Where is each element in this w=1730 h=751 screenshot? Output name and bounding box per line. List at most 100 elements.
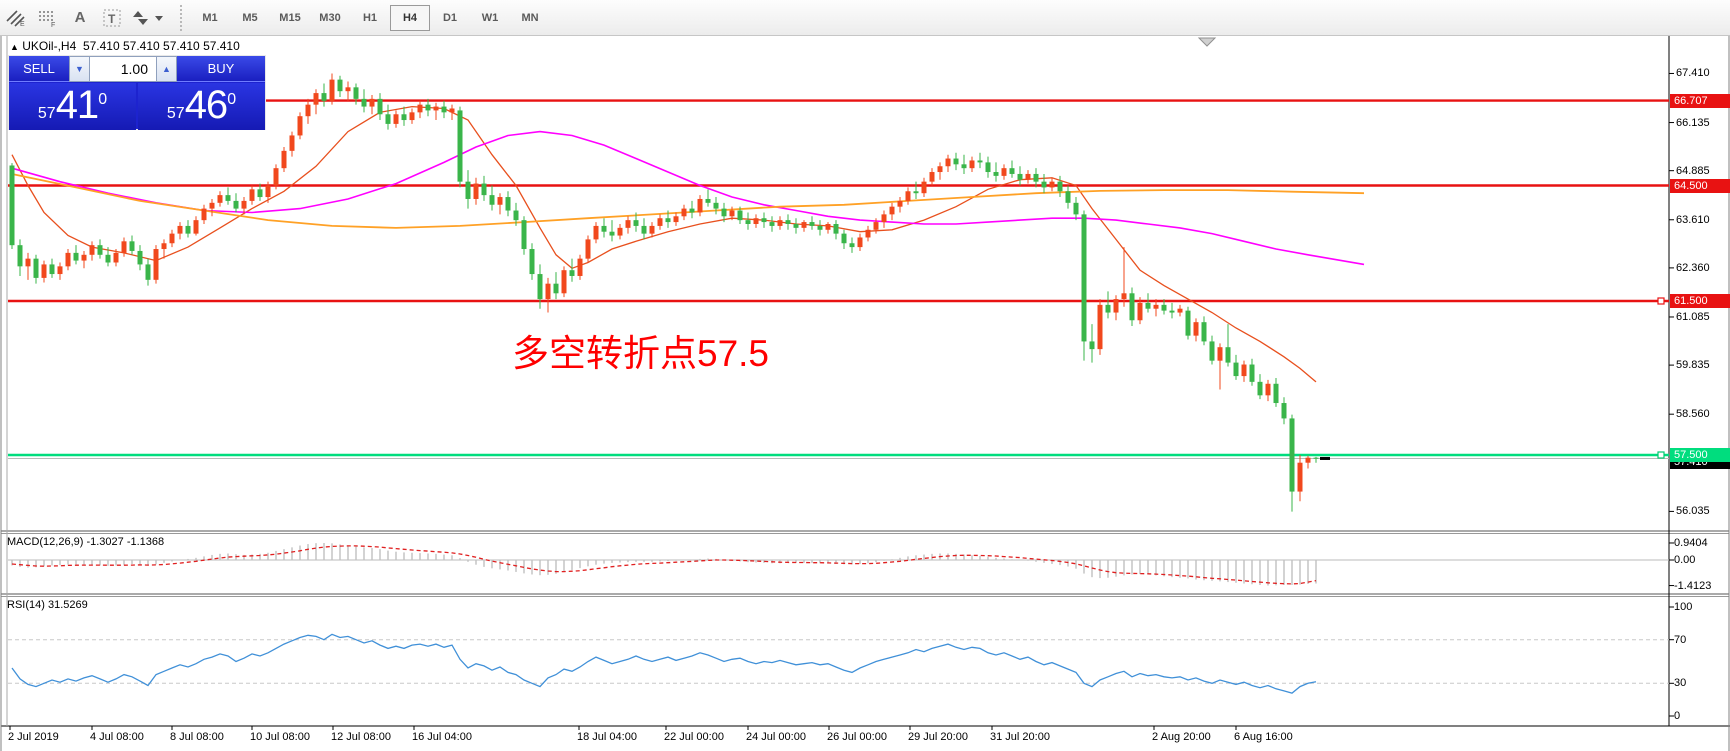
candle-body <box>849 243 855 248</box>
candle-body <box>713 202 719 209</box>
price-axis-label: 63.610 <box>1676 213 1710 226</box>
tf-w1[interactable]: W1 <box>481 11 499 24</box>
tf-h1[interactable]: H1 <box>362 11 378 24</box>
candle-body <box>433 106 439 111</box>
macd-axis-label: 0.9404 <box>1674 536 1708 549</box>
buy-button[interactable]: BUY <box>177 56 265 82</box>
tf-h4[interactable]: H4 <box>390 4 430 31</box>
buy-price-display[interactable]: 57 46 0 <box>138 83 265 130</box>
tf-m15[interactable]: M15 <box>279 11 301 24</box>
candle-body <box>577 258 583 276</box>
candle-body <box>1025 173 1031 180</box>
line-handle[interactable] <box>1657 297 1665 305</box>
arrows-button[interactable] <box>129 5 169 31</box>
candle-body <box>809 222 815 226</box>
candle-body <box>105 254 111 263</box>
text-button[interactable]: A <box>65 5 95 31</box>
candle-body <box>1185 310 1191 336</box>
candle-body <box>489 195 495 205</box>
candle-body <box>1169 310 1175 313</box>
candle-body <box>521 220 527 250</box>
price-axis-label: 58.560 <box>1676 408 1710 421</box>
line-handle[interactable] <box>1657 451 1665 459</box>
sell-price-display[interactable]: 57 41 0 <box>9 83 136 130</box>
tf-d1[interactable]: D1 <box>442 11 458 24</box>
time-axis-label: 4 Jul 08:00 <box>90 731 144 743</box>
candle-body <box>665 218 671 223</box>
candle-body <box>961 164 967 169</box>
candle-body <box>169 233 175 244</box>
chart-annotation-text[interactable]: 多空转折点57.5 <box>512 333 770 374</box>
fibonacci-button[interactable]: F <box>33 5 63 31</box>
resistance-level-badge: 66.707 <box>1670 93 1730 108</box>
candle-body <box>353 87 359 99</box>
tf-mn[interactable]: MN <box>521 11 539 24</box>
chart-canvas[interactable] <box>0 36 1730 751</box>
candle-body <box>233 200 239 209</box>
candle-body <box>553 283 559 294</box>
candle-body <box>529 249 535 275</box>
arrows-icon <box>132 8 166 28</box>
candle-body <box>161 243 167 250</box>
candle-body <box>65 252 71 267</box>
text-label-button[interactable]: T <box>97 5 127 31</box>
candle-body <box>785 220 791 224</box>
time-axis-label: 31 Jul 20:00 <box>990 731 1050 743</box>
volume-increase-button[interactable]: ▲ <box>156 56 177 82</box>
panel-collapse-icon[interactable]: ▲ <box>10 42 19 52</box>
equidistant-channel-button[interactable]: E <box>1 5 31 31</box>
candle-body <box>33 258 39 278</box>
chart-window[interactable]: ▲ UKOil-,H4 57.410 57.410 57.410 57.410 … <box>0 36 1730 751</box>
candle-body <box>681 208 687 217</box>
price-axis-label: 59.835 <box>1676 359 1710 372</box>
time-axis-label: 8 Jul 08:00 <box>170 731 224 743</box>
candle-body <box>481 183 487 196</box>
ma-mid-magenta <box>11 130 1365 266</box>
candle-body <box>609 231 615 236</box>
candle-body <box>257 189 263 198</box>
candle-body <box>881 214 887 223</box>
candle-body <box>969 160 975 169</box>
candle-body <box>513 210 519 221</box>
tf-m5[interactable]: M5 <box>242 11 258 24</box>
candle-body <box>617 227 623 236</box>
candle-body <box>929 172 935 182</box>
candle-body <box>193 220 199 234</box>
macd-axis-label: -1.4123 <box>1674 579 1712 592</box>
candle-body <box>865 229 871 238</box>
chart-shift-marker-icon[interactable] <box>1197 37 1217 47</box>
rsi-axis-label: 30 <box>1674 677 1687 690</box>
candle-body <box>337 79 343 92</box>
candle-body <box>473 183 479 199</box>
volume-decrease-button[interactable]: ▼ <box>69 56 90 82</box>
candle-body <box>73 252 79 261</box>
candle-body <box>209 202 215 209</box>
candle-body <box>1073 202 1079 215</box>
candle-body <box>329 79 335 101</box>
candle-body <box>217 195 223 203</box>
sell-button[interactable]: SELL <box>9 56 69 82</box>
candle-body <box>721 208 727 217</box>
time-axis-label: 2 Aug 20:00 <box>1152 731 1211 743</box>
rsi-axis-label: 70 <box>1674 633 1687 646</box>
volume-input[interactable]: 1.00 <box>90 56 156 82</box>
candle-body <box>569 270 575 276</box>
candle-body <box>1161 304 1167 311</box>
tf-m1[interactable]: M1 <box>202 11 218 24</box>
tf-m30[interactable]: M30 <box>319 11 341 24</box>
candle-body <box>1289 418 1295 492</box>
candle-body <box>1009 168 1015 174</box>
time-axis-label: 16 Jul 04:00 <box>412 731 472 743</box>
candle-body <box>769 222 775 226</box>
candle-body <box>385 114 391 124</box>
candle-body <box>145 264 151 280</box>
candle-body <box>153 249 159 280</box>
last-price-dash <box>1320 456 1330 460</box>
candle-body <box>1033 173 1039 182</box>
candle-body <box>1137 302 1143 321</box>
candle-body <box>305 104 311 117</box>
equidistant-channel-icon: E <box>5 8 27 28</box>
candle-body <box>401 114 407 121</box>
time-axis-label: 10 Jul 08:00 <box>250 731 310 743</box>
candle-body <box>993 172 999 176</box>
